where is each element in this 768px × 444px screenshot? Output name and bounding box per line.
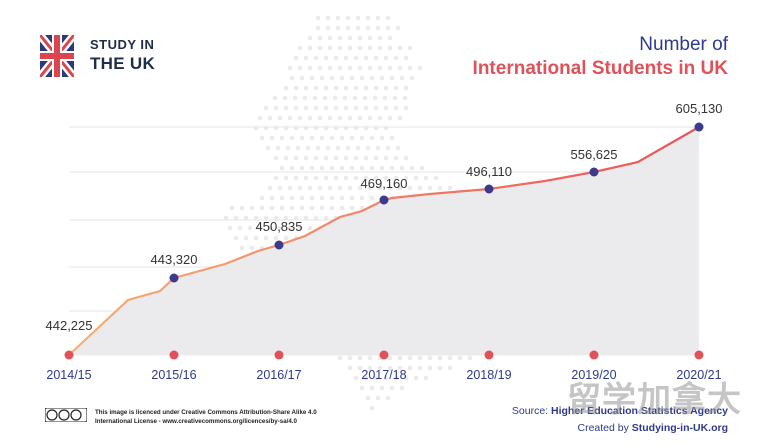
- created-name: Studying-in-UK.org: [631, 421, 728, 434]
- data-point: [694, 122, 704, 132]
- x-tick-labels: 2014/15 2015/16 2016/17 2017/18 2018/19 2019/…: [46, 368, 721, 382]
- chart-title-line-1: Number of: [639, 34, 728, 55]
- data-markers: [169, 122, 704, 283]
- x-tick-label: 2017/18: [361, 368, 406, 382]
- data-point: [589, 167, 599, 177]
- chart-title: Number of International Students in UK: [473, 34, 728, 80]
- chart-title-line-2: International Students in UK: [472, 58, 728, 79]
- license-note: This image is licenced under Creative Co…: [45, 408, 317, 427]
- data-point: [379, 195, 389, 205]
- x-axis-dot: [589, 350, 599, 360]
- brand-line-1: STUDY IN: [90, 36, 155, 52]
- data-point: [274, 240, 284, 250]
- x-tick-label: 2020/21: [676, 368, 721, 382]
- data-point: [484, 184, 494, 194]
- data-label: 450,835: [256, 219, 303, 234]
- uk-map-dots-background: [223, 15, 539, 411]
- data-label: 496,110: [466, 164, 512, 179]
- source-prefix: Source:: [511, 405, 552, 417]
- data-label: 556,625: [571, 147, 618, 162]
- data-point: [169, 273, 179, 283]
- x-axis-dot: [169, 350, 179, 360]
- brand-logo: STUDY IN THE UK: [40, 35, 155, 77]
- brand-line-2: THE UK: [90, 54, 156, 74]
- license-line-1: This image is licenced under Creative Co…: [95, 409, 317, 416]
- x-axis-dots: [64, 350, 704, 360]
- x-tick-label: 2014/15: [46, 368, 91, 382]
- source-name: Higher Education Statistics Agency: [551, 405, 728, 417]
- source-credits: Source: Higher Education Statistics Agen…: [512, 403, 728, 437]
- data-label: 469,160: [361, 176, 408, 191]
- x-tick-label: 2019/20: [571, 368, 616, 382]
- area-fill: [69, 127, 699, 355]
- data-label: 605,130: [676, 101, 723, 116]
- x-axis-dot: [379, 350, 389, 360]
- x-axis-dot: [274, 350, 284, 360]
- x-axis-dot: [694, 350, 704, 360]
- license-line-2: International License - www.creativecomm…: [95, 418, 297, 426]
- data-labels: 442,225 443,320 450,835 469,160 496,110 556,6…: [46, 101, 723, 333]
- x-tick-label: 2016/17: [256, 368, 301, 382]
- x-tick-label: 2018/19: [466, 368, 511, 382]
- watermark: 留学加拿大: [567, 380, 742, 420]
- x-axis-dot: [64, 350, 74, 360]
- x-axis-dot: [484, 350, 494, 360]
- creative-commons-icon: [45, 408, 87, 422]
- data-label: 442,225: [46, 318, 93, 333]
- uk-flag-icon: [40, 35, 74, 77]
- created-prefix: Created by: [577, 421, 632, 434]
- data-label: 443,320: [151, 252, 198, 267]
- x-tick-label: 2015/16: [151, 368, 196, 382]
